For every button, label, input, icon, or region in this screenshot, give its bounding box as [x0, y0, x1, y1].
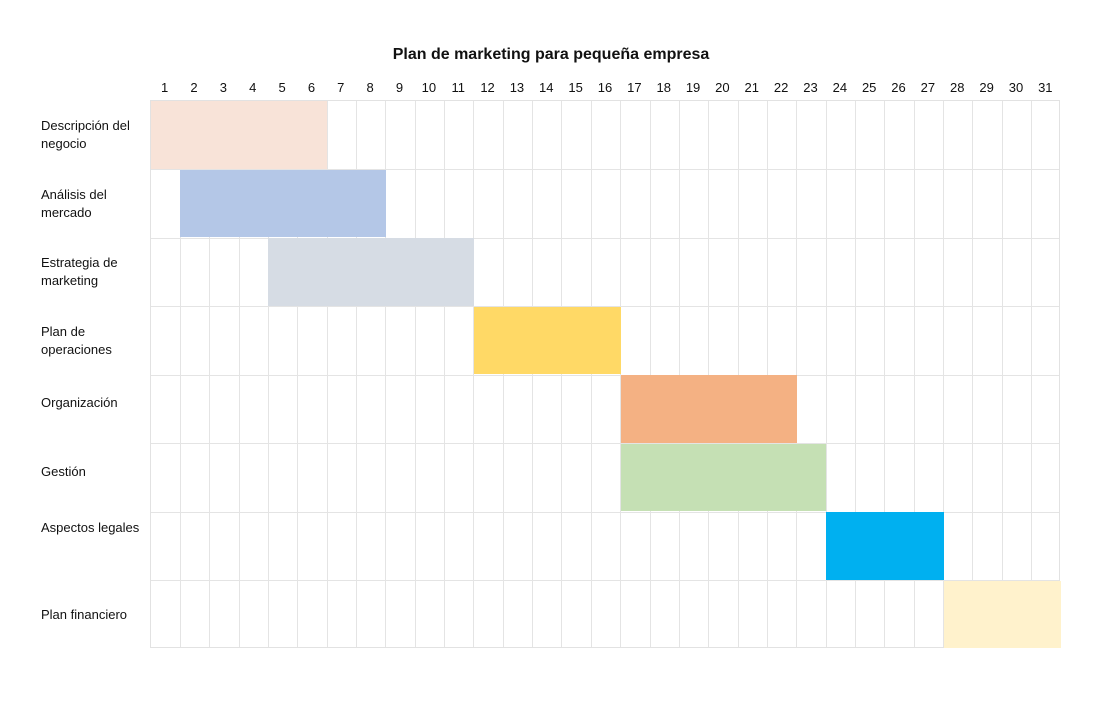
grid-line	[473, 101, 475, 647]
task-label-line: Organización	[41, 395, 118, 410]
day-axis: 1 2 3 4 5 6 7 8 9 10 11 12 13 14 15 16 17 18 19 20 21 22 23 24 2…	[150, 80, 1060, 98]
grid-line	[943, 101, 945, 647]
grid-line	[649, 101, 651, 647]
task-bar	[826, 512, 944, 580]
day-label: 9	[395, 80, 404, 95]
grid-line	[151, 237, 1059, 239]
day-label: 22	[773, 80, 789, 95]
day-label: 15	[568, 80, 583, 95]
grid-line	[238, 101, 240, 647]
day-label: 14	[539, 80, 554, 95]
task-label: Gestión	[41, 463, 146, 481]
day-label: 5	[278, 80, 286, 95]
chart-title: Plan de marketing para pequeña empresa	[0, 46, 1102, 64]
day-label: 1	[161, 80, 169, 95]
task-bar	[268, 238, 474, 306]
task-label-line: Descripción del	[41, 118, 130, 133]
day-label: 30	[1008, 80, 1024, 95]
grid-line	[972, 101, 974, 647]
gantt-grid	[150, 100, 1061, 648]
grid-line	[297, 101, 299, 647]
task-label-line: mercado	[41, 204, 92, 220]
grid-line	[355, 101, 357, 647]
day-label: 29	[979, 80, 994, 95]
task-bar	[473, 306, 621, 374]
task-label: Plan de operaciones	[41, 323, 146, 359]
day-label: 27	[920, 80, 936, 95]
task-label-line: Plan financiero	[41, 606, 127, 622]
day-label: 3	[219, 80, 227, 95]
chart-title-text: Plan de marketing para pequeña empresa	[392, 46, 710, 63]
day-label: 23	[803, 80, 818, 95]
grid-line	[209, 101, 211, 647]
day-label: 2	[190, 80, 198, 95]
day-label: 18	[656, 80, 671, 95]
task-label: Análisis del mercado	[41, 186, 146, 222]
task-label-line: marketing	[41, 273, 99, 288]
task-bar	[943, 580, 1061, 648]
grid-line	[151, 580, 1059, 581]
grid-line	[825, 101, 827, 647]
grid-line	[179, 101, 181, 647]
grid-line	[796, 101, 798, 647]
task-bar	[151, 101, 328, 169]
task-label-line: negocio	[41, 136, 87, 151]
day-label: 16	[597, 80, 613, 95]
task-label-line: Plan de	[41, 323, 86, 339]
day-label: 24	[832, 80, 848, 95]
grid-line	[737, 101, 739, 647]
day-label: 31	[1038, 80, 1053, 95]
grid-line	[151, 511, 1059, 513]
day-label: 20	[715, 80, 730, 95]
day-label: 8	[366, 80, 374, 95]
grid-line	[678, 101, 680, 647]
grid-line	[855, 101, 857, 647]
grid-line	[884, 101, 886, 647]
grid-line	[385, 101, 387, 647]
grid-line	[766, 101, 768, 647]
grid-line	[414, 101, 416, 647]
task-label-line: Gestión	[41, 463, 86, 479]
day-label: 19	[685, 80, 701, 95]
task-bar	[620, 443, 827, 511]
grid-line	[502, 101, 504, 647]
grid-line	[708, 101, 710, 647]
task-label: Descripción del negocio	[41, 117, 146, 153]
task-bar	[620, 375, 797, 443]
task-label: Estrategia de marketing	[41, 254, 146, 290]
grid-line	[913, 101, 915, 647]
day-label: 13	[509, 80, 525, 95]
task-label-line: Aspectos legales	[41, 520, 140, 535]
day-label: 4	[249, 80, 257, 95]
day-label: 28	[950, 80, 965, 95]
grid-line	[151, 443, 1059, 444]
grid-line	[1031, 101, 1033, 647]
grid-line	[326, 101, 328, 647]
grid-line	[561, 101, 563, 647]
task-label-line: Estrategia de	[41, 255, 118, 270]
grid-line	[267, 101, 269, 647]
grid-line	[532, 101, 534, 647]
task-label: Plan financiero	[41, 606, 146, 624]
grid-line	[1001, 101, 1003, 647]
day-label: 12	[480, 80, 495, 95]
grid-line	[590, 101, 592, 647]
day-label: 6	[307, 80, 316, 95]
day-label: 26	[891, 80, 906, 95]
grid-line	[151, 374, 1059, 376]
task-label: Aspectos legales	[41, 519, 146, 537]
task-bar	[180, 169, 386, 237]
task-label: Organización	[41, 394, 146, 412]
day-label: 17	[627, 80, 642, 95]
grid-line	[620, 101, 622, 647]
day-label: 7	[337, 80, 345, 95]
task-label-line: operaciones	[41, 341, 112, 357]
day-label: 21	[744, 80, 759, 95]
day-label: 11	[451, 80, 465, 95]
day-label: 10	[421, 80, 437, 95]
grid-line	[444, 101, 446, 647]
task-label-line: Análisis del	[41, 186, 107, 202]
grid-line	[151, 169, 1059, 170]
day-label: 25	[861, 80, 877, 95]
